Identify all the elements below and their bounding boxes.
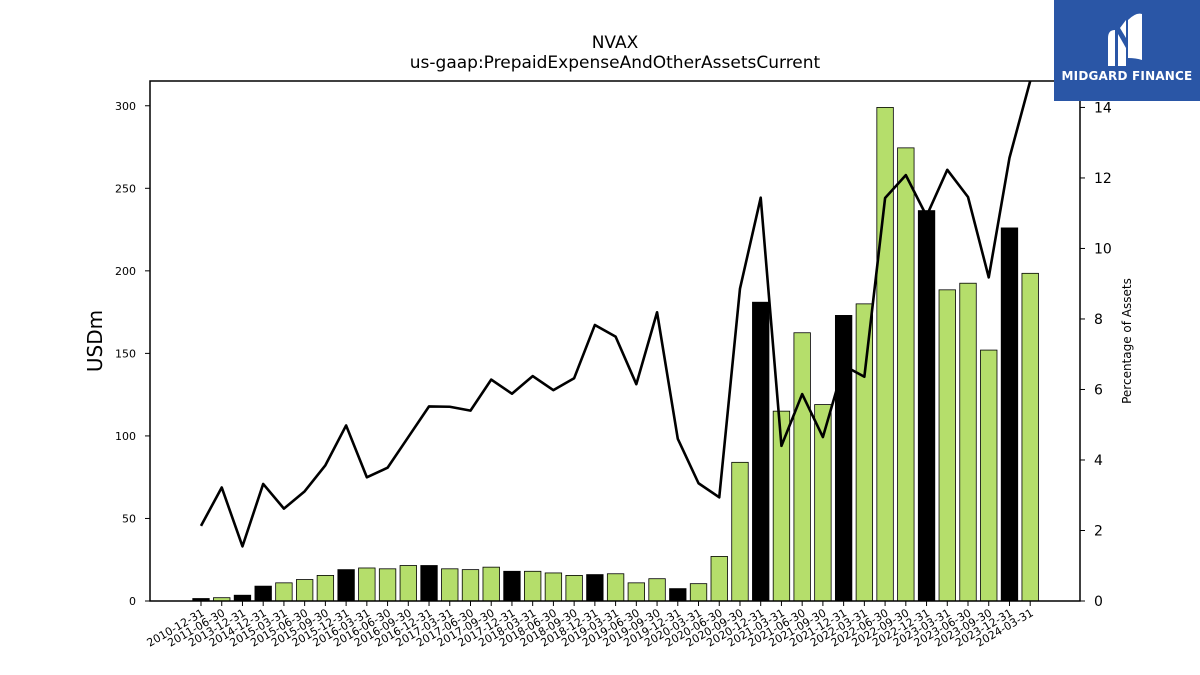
bar-2023-09-30: [980, 349, 998, 602]
bar-2022-06-30: [876, 107, 894, 602]
bar-2019-09-30: [648, 578, 666, 602]
left-tick-label-200: 200: [115, 265, 136, 278]
right-tick-label-2: 2: [1094, 523, 1103, 539]
bar-2017-03-31: [441, 568, 459, 602]
x-axis: 2010-12-312011-06-302013-12-312014-12-31…: [145, 601, 1036, 650]
bar-2019-06-30: [627, 582, 645, 602]
bar-2019-03-31: [606, 573, 625, 602]
left-tick-label-250: 250: [115, 182, 136, 195]
bar-2016-06-30: [378, 568, 397, 602]
bar-2017-09-30: [482, 566, 500, 602]
left-tick-label-100: 100: [115, 430, 136, 443]
bar-2021-12-31: [834, 315, 853, 602]
bar-2022-12-31: [917, 210, 936, 602]
bar-2020-09-30: [731, 461, 749, 602]
plot-frame: [149, 80, 1081, 602]
bar-2013-12-31: [233, 594, 252, 602]
bar-2015-03-31: [275, 582, 293, 602]
midgard-logo: MIDGARD FINANCE: [1054, 0, 1200, 101]
bar-2018-12-31: [586, 574, 604, 602]
right-tick-label-8: 8: [1094, 312, 1103, 328]
bar-2015-09-30: [316, 575, 335, 602]
bar-2023-12-31: [1000, 227, 1019, 602]
bar-2017-12-31: [503, 570, 521, 602]
bar-2017-06-30: [461, 569, 480, 602]
left-y-axis: 0 50 100 150 200 250 300: [115, 100, 150, 608]
bar-2020-06-30: [710, 556, 728, 602]
bar-2018-06-30: [544, 572, 563, 602]
bar-2019-12-31: [669, 588, 687, 602]
bar-2022-09-30: [897, 147, 915, 602]
bar-2014-12-31: [254, 585, 272, 602]
y2-axis-label: Percentage of Assets: [1120, 278, 1134, 404]
right-tick-label-10: 10: [1094, 241, 1112, 257]
right-tick-label-4: 4: [1094, 453, 1103, 469]
chart-subtitle: us-gaap:PrepaidExpenseAndOtherAssetsCurr…: [409, 53, 821, 73]
bar-2024-03-31: [1021, 272, 1039, 602]
percentage-line: [199, 80, 1032, 548]
right-tick-label-12: 12: [1094, 171, 1112, 187]
bar-2016-09-30: [399, 565, 417, 602]
bar-2022-03-31: [855, 303, 874, 602]
line-layer: [199, 80, 1032, 548]
right-tick-label-14: 14: [1094, 100, 1112, 116]
bar-2015-06-30: [295, 579, 314, 602]
bar-2016-12-31: [420, 565, 438, 602]
left-tick-label-50: 50: [122, 512, 136, 525]
right-tick-label-0: 0: [1094, 594, 1103, 610]
left-tick-label-150: 150: [115, 347, 136, 360]
bar-2018-09-30: [565, 575, 583, 602]
bar-2020-03-31: [689, 583, 708, 602]
bar-2015-12-31: [337, 569, 355, 602]
left-tick-label-0: 0: [129, 595, 136, 608]
bar-2023-03-31: [938, 289, 956, 602]
right-tick-label-6: 6: [1094, 382, 1103, 398]
y-axis-label: USDm: [83, 310, 107, 372]
bar-2018-03-31: [524, 570, 542, 602]
bars-layer: [192, 107, 1039, 602]
right-y-axis: 0 2 4 6 8 10 12 14: [1080, 100, 1112, 610]
bar-2016-03-31: [358, 567, 376, 602]
chart-title: NVAX: [591, 33, 639, 53]
left-tick-label-300: 300: [115, 100, 136, 113]
bar-2020-12-31: [752, 301, 770, 602]
logo-text: MIDGARD FINANCE: [1061, 69, 1193, 83]
bar-2023-06-30: [959, 282, 977, 602]
bar-2021-06-30: [793, 332, 811, 602]
midgard-logo-icon: [1108, 13, 1142, 66]
